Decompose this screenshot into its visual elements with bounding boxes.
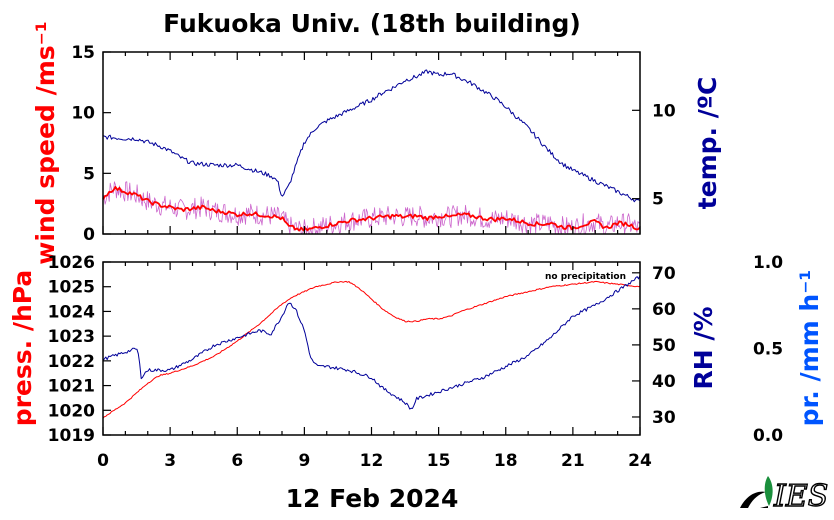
wind-speed-line [102,186,641,232]
pressure-humidity-plot-area [102,274,641,419]
humidity-tick-label: 40 [652,372,676,392]
precipitation-tick-label: 0.0 [753,426,783,446]
pressure-humidity-frame [102,261,641,436]
ies-logo-text: IES [773,479,828,514]
pressure-tick-label: 1023 [48,327,95,347]
x-tick-label: 0 [97,451,109,471]
ies-logo-icon: IES [740,476,829,515]
wind-temperature-ticks: 0 5 10 15 5 10 [71,43,676,245]
pressure-humidity-panel: 1019102010211022102310241025102630405060… [8,253,824,471]
date-label: 12 Feb 2024 [286,484,459,513]
pressure-tick-label: 1020 [48,401,95,421]
precipitation-tick-label: 0.5 [753,340,783,360]
wind-speed-tick-label: 10 [71,104,95,124]
humidity-tick-label: 60 [652,300,676,320]
wind-speed-tick-label: 15 [71,43,95,63]
temperature-tick-label: 10 [652,101,676,121]
pressure-axis-label: press. /hPa [8,270,37,427]
x-tick-label: 3 [164,451,176,471]
pressure-tick-label: 1019 [48,426,95,446]
x-tick-label: 18 [494,451,518,471]
x-tick-label: 9 [298,451,310,471]
humidity-tick-label: 70 [652,264,676,284]
wind-speed-tick-label: 5 [83,164,95,184]
humidity-axis-label: RH /% [689,306,718,389]
wind-temperature-panel: 0 5 10 15 5 10 wind speed /ms⁻¹ temp. /ºC [31,21,722,265]
precipitation-axis-label: pr. /mm h⁻¹ [795,270,824,427]
pressure-tick-label: 1024 [48,302,95,322]
wind-temperature-frame [102,51,641,235]
humidity-tick-label: 50 [652,336,676,356]
wind-temperature-plot-area [102,69,641,235]
x-tick-label: 12 [360,451,384,471]
humidity-tick-label: 30 [652,408,676,428]
x-tick-label: 15 [427,451,451,471]
x-tick-label: 21 [561,451,585,471]
x-tick-label: 6 [231,451,243,471]
x-tick-label: 24 [628,451,652,471]
wind-speed-axis-label: wind speed /ms⁻¹ [31,21,60,265]
pressure-tick-label: 1026 [48,253,95,273]
temperature-axis-label: temp. /ºC [693,77,722,210]
pressure-tick-label: 1021 [48,377,95,397]
precipitation-tick-label: 1.0 [753,253,783,273]
pressure-line [102,280,641,419]
temperature-tick-label: 5 [652,190,664,210]
temperature-line [102,69,641,203]
no-precipitation-note: no precipitation [545,272,626,282]
humidity-line [102,274,641,410]
pressure-tick-label: 1022 [48,352,95,372]
pressure-tick-label: 1025 [48,278,95,298]
wind-speed-tick-label: 0 [83,225,95,245]
chart-title: Fukuoka Univ. (18th building) [163,9,581,38]
pressure-humidity-ticks: 1019102010211022102310241025102630405060… [48,253,784,471]
